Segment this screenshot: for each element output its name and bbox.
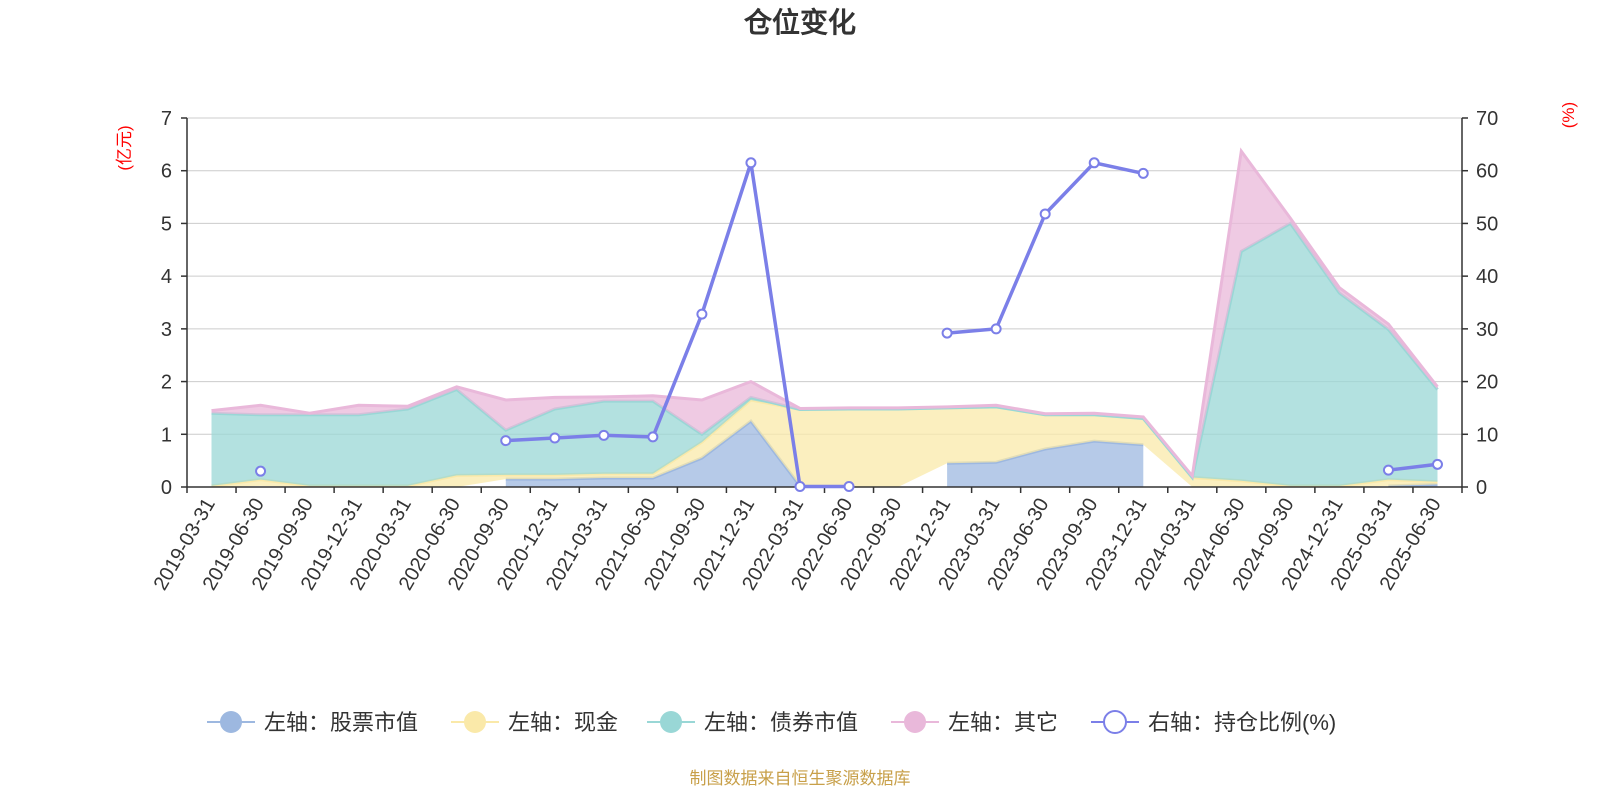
legend-marker — [660, 711, 682, 733]
line-右轴：持仓比例(%) — [1388, 462, 1438, 472]
point-右轴：持仓比例(%) — [1137, 167, 1149, 179]
area-左轴：现金 — [211, 400, 1438, 487]
left-tick-label: 1 — [161, 424, 172, 446]
point-右轴：持仓比例(%) — [598, 429, 610, 441]
line-右轴：持仓比例(%) — [505, 162, 849, 489]
area-series-layer — [211, 147, 1439, 488]
point-右轴：持仓比例(%) — [745, 157, 757, 169]
area-左轴：债券市值 — [211, 223, 1438, 486]
right-tick-label: 10 — [1476, 424, 1498, 446]
grid-lines — [187, 117, 1462, 435]
right-tick-label: 0 — [1476, 477, 1487, 499]
legend-label: 左轴：债券市值 — [704, 710, 858, 735]
legend-label: 左轴：现金 — [508, 710, 618, 735]
legend-item[interactable]: 左轴：现金 — [451, 710, 618, 735]
legend-marker — [464, 711, 486, 733]
point-右轴：持仓比例(%) — [1382, 464, 1394, 476]
legend-label: 右轴：持仓比例(%) — [1148, 710, 1336, 735]
right-tick-label: 20 — [1476, 372, 1498, 394]
point-右轴：持仓比例(%) — [549, 432, 561, 444]
left-axis-unit: (亿元) — [115, 125, 134, 170]
line-右轴：持仓比例(%) — [946, 160, 1144, 335]
line-series-layer — [255, 157, 1443, 492]
left-tick-label: 4 — [161, 266, 172, 288]
area-左轴：股票市值 — [947, 441, 1144, 487]
point-右轴：持仓比例(%) — [696, 308, 708, 320]
legend-label: 左轴：股票市值 — [264, 710, 418, 735]
right-tick-label: 30 — [1476, 319, 1498, 341]
left-tick-label: 7 — [161, 108, 172, 130]
legend[interactable]: 左轴：股票市值 左轴：现金 左轴：债券市值 左轴：其它 右轴：持仓比例(%) — [207, 710, 1336, 735]
left-tick-label: 0 — [161, 477, 172, 499]
legend-label: 左轴：其它 — [948, 710, 1058, 735]
area-左轴：股票市值 — [505, 421, 800, 487]
left-tick-label: 6 — [161, 161, 172, 183]
point-右轴：持仓比例(%) — [255, 465, 267, 477]
legend-marker — [1103, 710, 1127, 734]
right-tick-label: 50 — [1476, 213, 1498, 235]
point-右轴：持仓比例(%) — [843, 480, 855, 492]
right-tick-label: 60 — [1476, 161, 1498, 183]
point-右轴：持仓比例(%) — [794, 480, 806, 492]
source-note: 制图数据来自恒生聚源数据库 — [690, 769, 911, 788]
chart-title: 仓位变化 — [744, 6, 856, 38]
left-tick-label: 2 — [161, 372, 172, 394]
legend-marker — [220, 711, 242, 733]
legend-item[interactable]: 左轴：股票市值 — [207, 710, 418, 735]
point-右轴：持仓比例(%) — [647, 431, 659, 443]
right-tick-label: 40 — [1476, 266, 1498, 288]
legend-item[interactable]: 左轴：其它 — [891, 710, 1058, 735]
point-右轴：持仓比例(%) — [1039, 208, 1051, 220]
left-tick-label: 5 — [161, 213, 172, 235]
point-右轴：持仓比例(%) — [500, 435, 512, 447]
area-edge-左轴：其它 — [211, 147, 1439, 480]
point-右轴：持仓比例(%) — [1088, 157, 1100, 169]
point-右轴：持仓比例(%) — [941, 327, 953, 339]
point-右轴：持仓比例(%) — [990, 323, 1002, 335]
legend-item[interactable]: 右轴：持仓比例(%) — [1091, 710, 1336, 735]
right-axis-unit: (%) — [1559, 102, 1578, 128]
right-tick-label: 70 — [1476, 108, 1498, 130]
left-tick-label: 3 — [161, 319, 172, 341]
point-右轴：持仓比例(%) — [1431, 458, 1443, 470]
legend-item[interactable]: 左轴：债券市值 — [647, 710, 858, 735]
legend-marker — [904, 711, 926, 733]
